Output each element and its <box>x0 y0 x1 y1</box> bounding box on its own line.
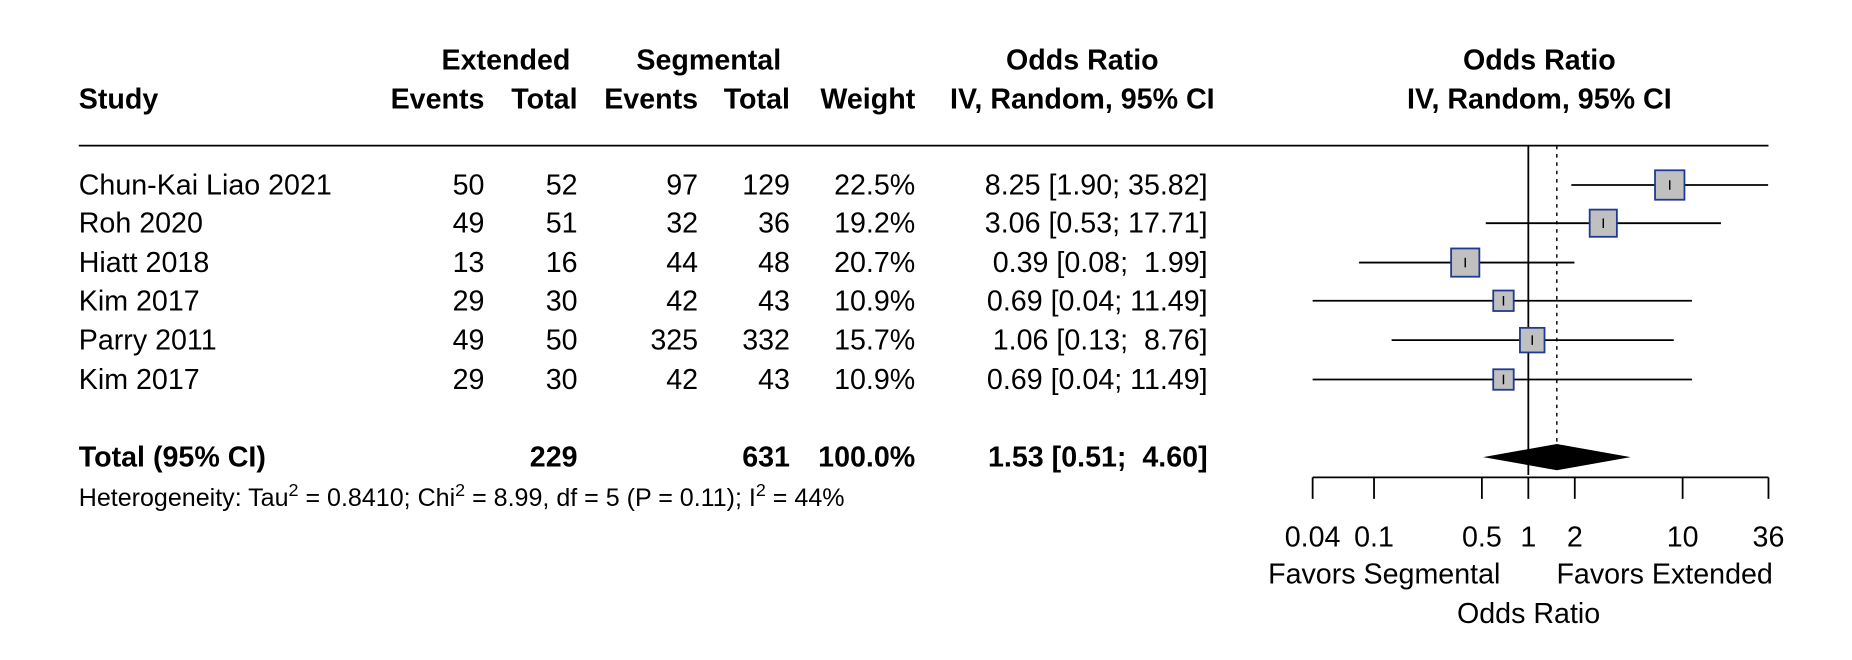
heterogeneity-part: Heterogeneity: Tau <box>79 484 289 512</box>
heterogeneity-part: 2 <box>455 480 465 500</box>
x-tick-label: 0.1 <box>1354 522 1394 554</box>
heterogeneity-part: = 44% <box>766 484 845 512</box>
column-header: Weight <box>820 84 915 116</box>
cell: 51 <box>546 208 578 240</box>
cell: 43 <box>758 364 790 396</box>
cell: 22.5% <box>834 170 915 202</box>
ci-label: 1.53 [0.51; 4.60] <box>988 442 1208 474</box>
cell: 48 <box>758 247 790 279</box>
cell: 100.0% <box>818 442 915 474</box>
study-name: Parry 2011 <box>79 325 217 357</box>
heterogeneity-part: = 8.99, df = 5 (P = 0.11); I <box>465 484 756 512</box>
favors-label: Favors Segmental <box>1268 559 1500 591</box>
cell: 129 <box>742 170 790 202</box>
ci-label: 8.25 [1.90; 35.82] <box>985 170 1208 202</box>
cell: 13 <box>453 247 485 279</box>
x-tick-label: 2 <box>1567 522 1583 554</box>
ci-header: Odds Ratio <box>1006 44 1159 76</box>
cell: 36 <box>758 208 790 240</box>
heterogeneity: Heterogeneity: Tau2 = 0.8410; Chi2 = 8.9… <box>79 480 845 512</box>
x-tick-label: 0.5 <box>1462 522 1502 554</box>
group-header: Segmental <box>636 44 781 76</box>
ci-label: 0.69 [0.04; 11.49] <box>987 285 1208 317</box>
plot-title: IV, Random, 95% CI <box>1407 84 1672 116</box>
cell: 49 <box>453 208 485 240</box>
cell: 42 <box>666 364 698 396</box>
study-name: Hiatt 2018 <box>79 247 210 279</box>
cell: 29 <box>453 285 485 317</box>
column-header: Events <box>391 84 485 116</box>
cell: 30 <box>546 364 578 396</box>
cell: 29 <box>453 364 485 396</box>
study-name: Kim 2017 <box>79 285 200 317</box>
study-name: Roh 2020 <box>79 208 203 240</box>
x-axis-label: Odds Ratio <box>1457 598 1600 630</box>
x-tick-label: 0.04 <box>1285 522 1341 554</box>
column-header: Total <box>724 84 790 116</box>
x-tick-label: 36 <box>1753 522 1785 554</box>
cell: 52 <box>546 170 578 202</box>
pooled-diamond <box>1483 443 1631 471</box>
cell: 10.9% <box>834 364 915 396</box>
cell: 16 <box>546 247 578 279</box>
study-name: Chun-Kai Liao 2021 <box>79 170 332 202</box>
plot-title: Odds Ratio <box>1463 44 1616 76</box>
total-name: Total (95% CI) <box>79 442 266 474</box>
x-tick-label: 10 <box>1667 522 1699 554</box>
group-header: Extended <box>442 44 571 76</box>
column-header: Events <box>604 84 698 116</box>
cell: 97 <box>666 170 698 202</box>
cell: 229 <box>530 442 578 474</box>
column-header: Total <box>511 84 577 116</box>
cell: 332 <box>742 325 790 357</box>
study-name: Kim 2017 <box>79 364 200 396</box>
ci-label: 0.69 [0.04; 11.49] <box>987 364 1208 396</box>
ci-label: 1.06 [0.13; 8.76] <box>993 325 1208 357</box>
heterogeneity-part: 2 <box>289 480 299 500</box>
cell: 325 <box>650 325 698 357</box>
cell: 50 <box>546 325 578 357</box>
cell: 50 <box>453 170 485 202</box>
cell: 43 <box>758 285 790 317</box>
study-square <box>1588 208 1618 238</box>
column-header: Study <box>79 84 159 116</box>
ci-label: 0.39 [0.08; 1.99] <box>993 247 1208 279</box>
cell: 30 <box>546 285 578 317</box>
cell: 15.7% <box>834 325 915 357</box>
heterogeneity-part: = 0.8410; Chi <box>299 484 456 512</box>
ci-header: IV, Random, 95% CI <box>950 84 1215 116</box>
cell: 32 <box>666 208 698 240</box>
cell: 42 <box>666 285 698 317</box>
cell: 44 <box>666 247 698 279</box>
favors-label: Favors Extended <box>1556 559 1772 591</box>
cell: 10.9% <box>834 285 915 317</box>
cell: 631 <box>742 442 790 474</box>
ci-label: 3.06 [0.53; 17.71] <box>985 208 1208 240</box>
heterogeneity-part: 2 <box>756 480 766 500</box>
cell: 49 <box>453 325 485 357</box>
study-square <box>1450 247 1481 278</box>
cell: 19.2% <box>834 208 915 240</box>
x-tick-label: 1 <box>1520 522 1536 554</box>
cell: 20.7% <box>834 247 915 279</box>
